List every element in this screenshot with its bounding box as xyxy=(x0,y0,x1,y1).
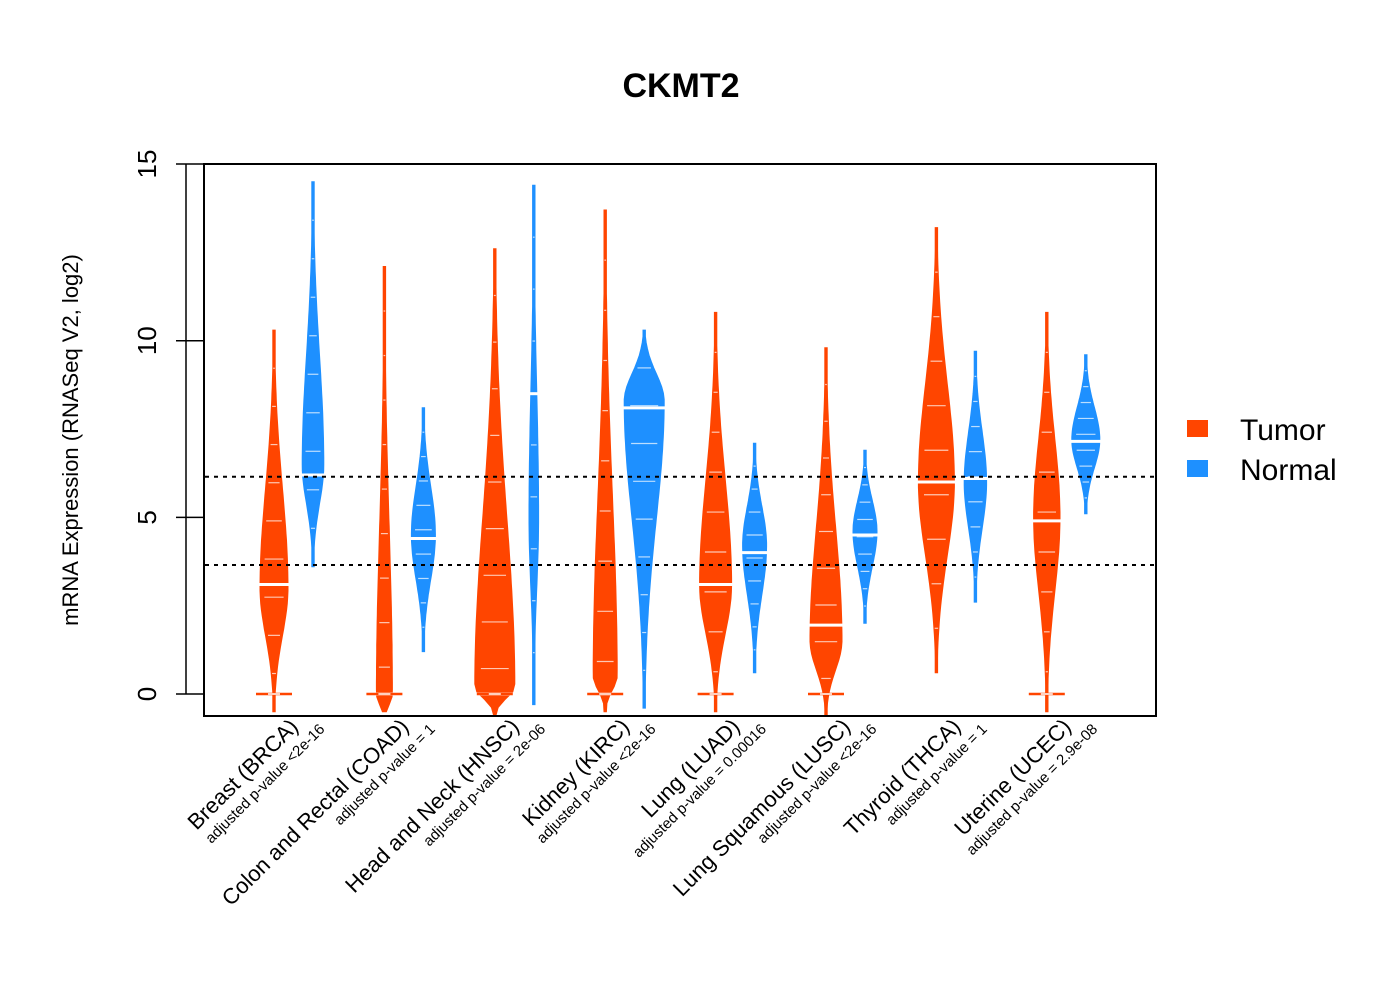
legend-label-tumor: Tumor xyxy=(1240,414,1326,447)
y-tick-label: 0 xyxy=(132,687,162,701)
y-axis: 0 5 10 15 xyxy=(132,150,204,701)
reference-lines xyxy=(205,475,1155,567)
legend: Tumor Normal xyxy=(1187,414,1337,487)
violins-layer xyxy=(256,181,1103,716)
y-tick-label: 5 xyxy=(132,510,162,524)
legend-swatch-tumor xyxy=(1187,420,1208,437)
plot-frame xyxy=(203,163,1157,717)
category-label: Lung Squamous (LUSC) xyxy=(668,714,855,901)
chart-title: CKMT2 xyxy=(622,67,739,105)
legend-swatch-normal xyxy=(1187,460,1208,477)
y-tick-label: 10 xyxy=(132,326,162,355)
x-axis-labels: Breast (BRCA)adjusted p-value <2e-16Colo… xyxy=(182,714,1101,911)
legend-label-normal: Normal xyxy=(1240,454,1337,487)
y-axis-label: mRNA Expression (RNASeq V2, log2) xyxy=(58,254,83,626)
y-tick-label: 15 xyxy=(132,150,162,179)
